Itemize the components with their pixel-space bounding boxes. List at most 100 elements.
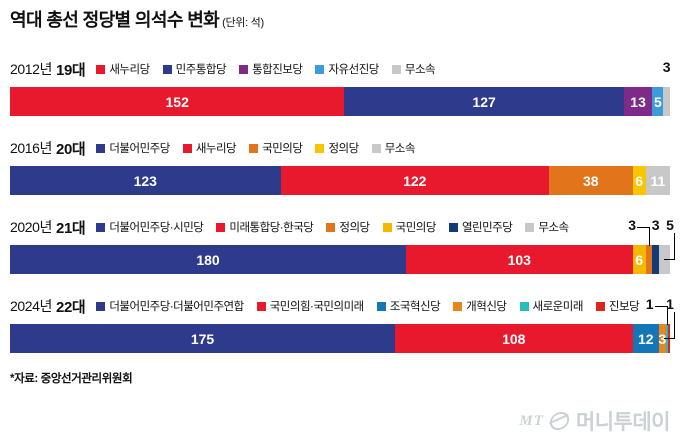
leader-line [637, 227, 651, 246]
legend-label: 더불어민주당 [109, 143, 170, 155]
seat-count-callout: 3 [628, 217, 636, 233]
legend-swatch [96, 143, 106, 153]
bar-segment: 3 [658, 324, 666, 353]
legend: 더불어민주당·더불어민주연합 국민의힘·국민의미래 조국혁신당 개혁신당 새로운미래 진보… [96, 298, 652, 314]
moneytoday-wordmark: 머니투데이 [575, 411, 671, 434]
legend-swatch [382, 222, 392, 232]
page-title: 역대 총선 정당별 의석수 변화 (단위: 석) [10, 9, 670, 34]
legend-label: 무소속 [384, 143, 416, 155]
bar-segment: 6 [632, 245, 646, 274]
legend-swatch [391, 64, 401, 74]
election-row-20대: 2016년 20대 더불어민주당 새누리당 국민의당 정의당 무소속 123 122 38 6 11 [10, 139, 670, 195]
legend-swatch [96, 64, 106, 74]
leader-line [664, 233, 675, 260]
legend-item: 자유선진당 [315, 61, 379, 77]
unit-label: (단위: 석) [222, 17, 264, 29]
legend-swatch [96, 222, 106, 232]
legend-item: 국민의당 [249, 140, 303, 156]
legend-label: 정의당 [328, 143, 359, 155]
bar-segment: 6 [632, 166, 646, 195]
row-header: 2012년 19대 새누리당 민주통합당 통합진보당 자유선진당 무소속 [10, 60, 670, 79]
seat-count-callout: 1 [645, 296, 654, 312]
bar-segment: 11 [645, 166, 670, 195]
election-year: 2020년 [10, 219, 53, 235]
chart-title: 역대 총선 정당별 의석수 변화 [10, 10, 220, 30]
bar-segment: 122 [280, 166, 549, 195]
legend-label: 더불어민주당·더불어민주연합 [109, 301, 244, 313]
bar-segment: 38 [548, 166, 633, 195]
bar-segment: 180 [10, 245, 406, 274]
bar-segment: 127 [344, 87, 624, 116]
legend-label: 미래통합당·한국당 [229, 222, 314, 234]
legend-item: 국민의힘·국민의미래 [256, 298, 365, 314]
moneytoday-circle-icon [547, 412, 571, 430]
legend-swatch [525, 222, 535, 232]
legend-item: 미래통합당·한국당 [216, 219, 314, 235]
legend: 더불어민주당 새누리당 국민의당 정의당 무소속 [96, 140, 428, 156]
seat-count-callout: 3 [651, 217, 660, 233]
legend-item: 국민의당 [382, 219, 436, 235]
bar-segment: 108 [395, 324, 633, 353]
legend-swatch [448, 222, 458, 232]
bar-segment: 123 [10, 166, 281, 195]
legend-item: 무소속 [525, 219, 569, 235]
legend-item: 더불어민주당·더불어민주연합 [96, 298, 244, 314]
legend-item: 새로운미래 [519, 298, 584, 314]
legend-swatch [376, 301, 386, 311]
bar-segment [645, 245, 653, 274]
legend-label: 무소속 [404, 64, 436, 76]
legend-swatch [182, 143, 192, 153]
source-note: *자료: 중앙선거관리위원회 [10, 373, 133, 385]
election-year: 2012년 [10, 61, 53, 77]
legend: 더불어민주당·시민당 미래통합당·한국당 정의당 국민의당 열린민주당 무소속 [96, 219, 581, 235]
seat-count-callout: 1 [666, 296, 674, 312]
bar-segment: 13 [623, 87, 653, 116]
legend-item: 정의당 [315, 140, 359, 156]
election-row-19대: 2012년 19대 새누리당 민주통합당 통합진보당 자유선진당 무소속 152 127 13 5 3 [10, 59, 671, 116]
legend-item: 열린민주당 [448, 219, 513, 235]
assembly-number: 22대 [56, 298, 86, 316]
legend-swatch [249, 143, 259, 153]
bar-segment: 12 [632, 324, 659, 353]
legend-item: 통합진보당 [239, 61, 303, 77]
legend-swatch [216, 222, 226, 232]
legend-label: 무소속 [538, 222, 569, 234]
legend-label: 새로운미래 [532, 301, 584, 313]
legend-label: 국민의당 [262, 143, 303, 155]
legend-item: 진보당 [595, 298, 640, 314]
legend-swatch [519, 301, 529, 311]
legend-label: 국민의힘·국민의미래 [269, 301, 365, 313]
legend-swatch [326, 222, 336, 232]
stacked-bar: 123 122 38 6 11 [10, 166, 670, 195]
row-header: 2024년 22대 더불어민주당·더불어민주연합 국민의힘·국민의미래 조국혁신당 개혁신… [10, 297, 670, 316]
legend-item: 민주통합당 [162, 61, 227, 77]
legend-label: 민주통합당 [175, 64, 227, 76]
bar-segment [652, 245, 659, 274]
row-header: 2016년 20대 더불어민주당 새누리당 국민의당 정의당 무소속 [10, 139, 670, 158]
legend-label: 개혁신당 [466, 301, 507, 313]
legend-swatch [239, 64, 249, 74]
moneytoday-logo: MT 머니투데이 [519, 406, 670, 436]
mt-logo-text: MT [519, 412, 544, 429]
legend: 새누리당 민주통합당 통합진보당 자유선진당 무소속 [96, 61, 448, 77]
bar-segment: 175 [10, 324, 395, 353]
assembly-number: 21대 [56, 219, 86, 237]
bar-segment: 5 [652, 87, 664, 116]
legend-swatch [453, 301, 463, 311]
legend-label: 진보당 [608, 301, 640, 313]
leader-line [654, 306, 668, 325]
legend-swatch [162, 64, 172, 74]
legend-label: 정의당 [339, 222, 370, 234]
stacked-bar: 152 127 13 5 [10, 87, 670, 116]
legend-label: 더불어민주당·시민당 [109, 222, 204, 234]
leader-line [664, 312, 675, 339]
bar-segment [663, 87, 670, 116]
legend-swatch [256, 301, 266, 311]
legend-item: 정의당 [326, 219, 370, 235]
stacked-bar: 175 108 12 3 [10, 324, 670, 353]
legend-swatch [595, 301, 605, 311]
legend-label: 새누리당 [195, 143, 237, 155]
election-year: 2024년 [10, 298, 53, 314]
election-row-21대: 2020년 21대 더불어민주당·시민당 미래통합당·한국당 정의당 국민의당 열린민주당 무… [10, 217, 675, 274]
legend-item: 개혁신당 [453, 298, 507, 314]
